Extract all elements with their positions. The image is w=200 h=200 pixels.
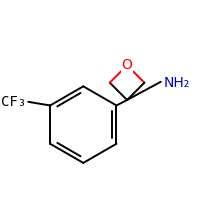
Text: O: O — [122, 58, 133, 72]
Text: CF₃: CF₃ — [1, 95, 26, 109]
Text: NH₂: NH₂ — [164, 76, 190, 90]
